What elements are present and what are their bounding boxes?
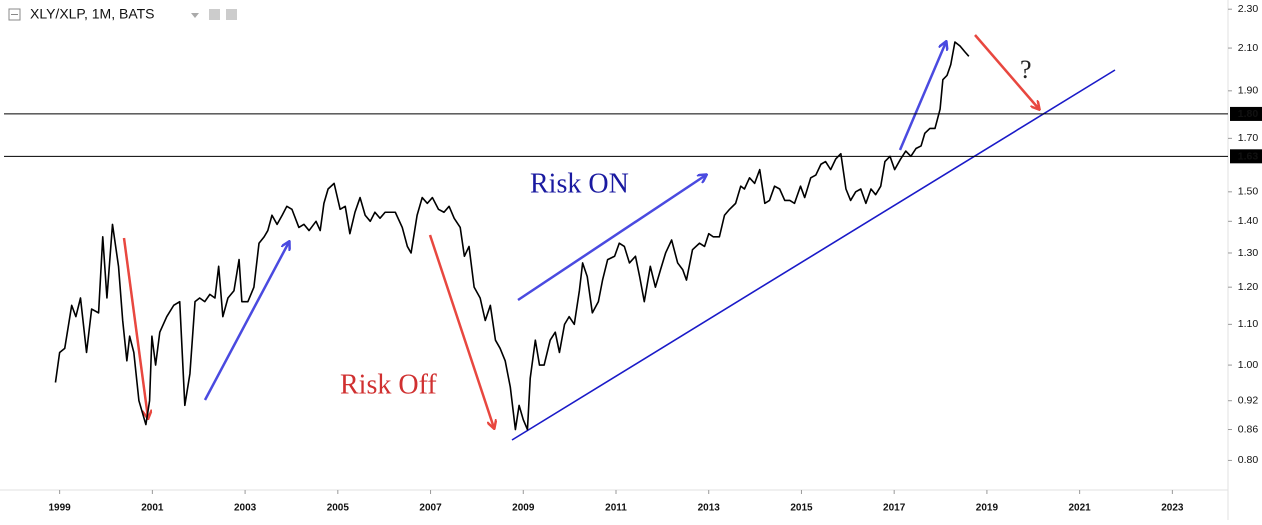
dropdown-icon[interactable] bbox=[191, 13, 199, 18]
y-tick-label: 2.30 bbox=[1238, 3, 1259, 15]
y-tick-label: 1.20 bbox=[1238, 281, 1259, 293]
trend-line bbox=[511, 69, 1116, 441]
symbol-title: XLY/XLP, 1M, BATS bbox=[30, 6, 155, 22]
annotation: Risk ON bbox=[530, 168, 629, 199]
x-tick-label: 2009 bbox=[512, 503, 535, 514]
annotation: Risk Off bbox=[340, 369, 437, 400]
x-tick-label: 2017 bbox=[883, 503, 906, 514]
x-tick-label: 2005 bbox=[327, 503, 350, 514]
y-tick-label: 1.90 bbox=[1238, 85, 1259, 97]
y-tick-label: 1.40 bbox=[1238, 215, 1259, 227]
y-tick-label: 2.10 bbox=[1238, 42, 1259, 54]
y-tick-label: 1.30 bbox=[1238, 247, 1259, 259]
price-label: 1.80 bbox=[1238, 108, 1259, 120]
x-tick-label: 1999 bbox=[49, 503, 72, 514]
y-tick-label: 1.50 bbox=[1238, 186, 1259, 198]
risk-off-arrow bbox=[122, 237, 148, 418]
y-tick-label: 1.10 bbox=[1238, 318, 1259, 330]
risk-on-arrow bbox=[898, 42, 946, 151]
x-tick-label: 2015 bbox=[790, 503, 813, 514]
x-tick-label: 2001 bbox=[141, 503, 164, 514]
x-tick-label: 2007 bbox=[419, 503, 442, 514]
y-tick-label: 1.70 bbox=[1238, 132, 1259, 144]
settings-icon[interactable] bbox=[226, 9, 237, 20]
x-tick-label: 2021 bbox=[1069, 503, 1092, 514]
price-label: 1.63 bbox=[1238, 151, 1259, 163]
annotation: ? bbox=[1020, 55, 1032, 84]
x-tick-label: 2003 bbox=[234, 503, 257, 514]
y-tick-label: 0.86 bbox=[1238, 423, 1259, 435]
x-tick-label: 2019 bbox=[976, 503, 999, 514]
risk-off-arrow bbox=[974, 34, 1039, 109]
collapse-icon[interactable] bbox=[8, 8, 21, 21]
risk-on-arrow bbox=[203, 242, 289, 401]
visibility-icon[interactable] bbox=[209, 9, 220, 20]
price-label-box bbox=[1230, 149, 1262, 164]
risk-off-arrow bbox=[428, 234, 494, 428]
y-tick-label: 1.00 bbox=[1238, 359, 1259, 371]
price-line bbox=[54, 41, 970, 431]
price-label-box bbox=[1230, 106, 1262, 121]
x-tick-label: 2011 bbox=[605, 503, 627, 514]
risk-on-arrow bbox=[517, 175, 706, 302]
y-tick-label: 0.92 bbox=[1238, 394, 1259, 406]
y-tick-label: 0.80 bbox=[1238, 454, 1259, 466]
x-tick-label: 2013 bbox=[698, 503, 721, 514]
x-tick-label: 2023 bbox=[1161, 503, 1184, 514]
